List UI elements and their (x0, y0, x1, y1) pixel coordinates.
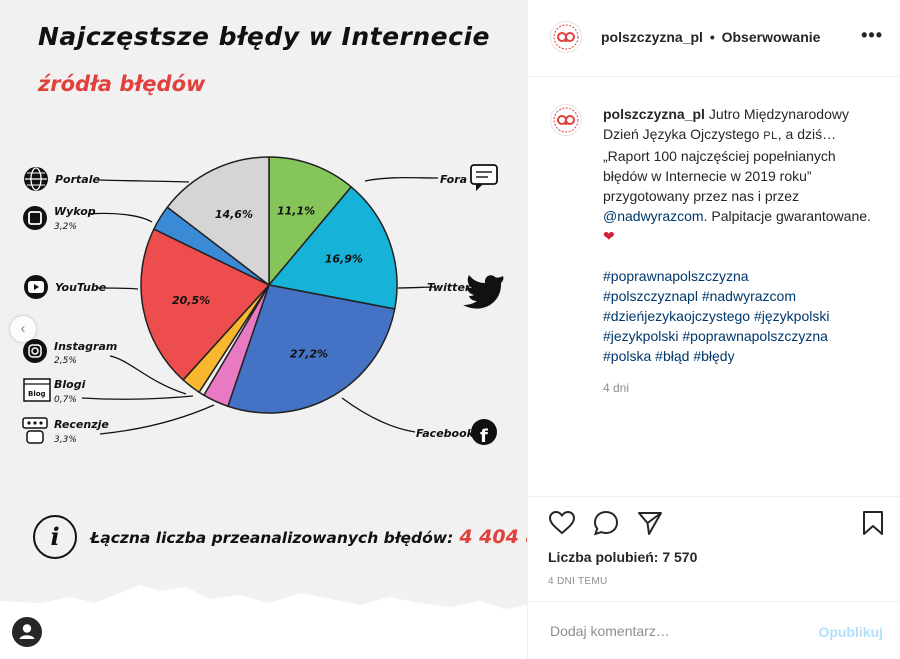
heart-icon[interactable] (548, 509, 576, 537)
hashtag-link[interactable]: #nadwyrazcom (701, 288, 796, 304)
bookmark-icon[interactable] (859, 509, 887, 537)
hashtag-link[interactable]: #błędy (693, 348, 735, 364)
separator-dot: • (709, 29, 715, 45)
legend-pct-blogi: 0,7% (54, 395, 77, 405)
pie-pct-label-fora: 11,1% (277, 204, 315, 217)
pie-pct-label-twitter: 16,9% (325, 252, 363, 265)
add-comment-area: Opublikuj (528, 601, 900, 659)
publish-button[interactable]: Opublikuj (818, 624, 883, 640)
hashtag-link[interactable]: #jezykpolski (603, 328, 679, 344)
hashtag-link[interactable]: #poprawnapolszczyzna (603, 268, 749, 284)
legend-label-blogi: Blogi (54, 378, 86, 391)
hashtag-link[interactable]: #dzieńjezykaojczystego (603, 308, 751, 324)
following-button[interactable]: Obserwowanie (721, 29, 821, 45)
review-icon (22, 417, 48, 444)
hashtag-link[interactable]: #błąd (655, 348, 690, 364)
likes-label: Liczba polubień: (548, 549, 659, 565)
post-actions: Liczba polubień: 7 570 4 DNI TEMU (528, 496, 900, 596)
total-errors-label: Łączna liczba przeanalizowanych błędów: (90, 529, 454, 547)
comments-section: polszczyzna_pl Jutro Międzynarodowy Dzień… (528, 77, 900, 497)
hashtag-list: #poprawnapolszczyzna #polszczyznapl #nad… (603, 266, 883, 366)
legend-label-facebook: Facebook (416, 427, 475, 440)
author-header: polszczyzna_pl • Obserwowanie (601, 29, 820, 45)
post-timestamp[interactable]: 4 DNI TEMU (548, 576, 608, 587)
legend-label-fora: Fora (440, 173, 467, 186)
post-caption: polszczyzna_pl Jutro Międzynarodowy Dzień… (603, 104, 883, 398)
svg-text:Blog: Blog (28, 390, 46, 398)
total-errors-value: 4 404 887. (459, 526, 527, 548)
share-icon[interactable] (636, 509, 664, 537)
author-username[interactable]: polszczyzna_pl (601, 29, 703, 45)
user-icon (19, 624, 35, 639)
pie-pct-label-facebook: 27,2% (290, 348, 328, 361)
hashtag-link[interactable]: #poprawnapolszczyzna (682, 328, 828, 344)
pie-slice-fora (268, 156, 352, 286)
pie-pct-label-portale: 14,6% (215, 208, 253, 221)
comment-input[interactable] (548, 622, 802, 640)
post-sidebar: polszczyzna_pl • Obserwowanie ••• polszc… (527, 0, 900, 659)
torn-paper-edge (0, 585, 527, 659)
caption-avatar[interactable] (550, 104, 582, 136)
hashtag-link[interactable]: #polska (603, 348, 652, 364)
infographic-title: Najczęstsze błędy w Internecie (38, 22, 490, 51)
info-icon: i (33, 515, 77, 559)
owl-logo-icon (553, 24, 579, 50)
likes-value: 7 570 (662, 549, 698, 565)
svg-text:f: f (480, 426, 488, 447)
legend-pct-instagram: 2,5% (54, 356, 77, 366)
caption-age: 4 dni (603, 381, 630, 395)
chat-icon (470, 164, 498, 191)
legend-label-twitter: Twitter (427, 281, 471, 294)
legend-pct-recenzje: 3,3% (54, 435, 77, 445)
twitter-icon (463, 275, 504, 309)
infographic-subtitle: źródła błędów (38, 72, 206, 96)
globe-icon (24, 167, 48, 191)
hashtag-link[interactable]: #językpolski (753, 308, 830, 324)
legend-pct-wykop: 3,2% (54, 222, 77, 232)
chevron-left-icon: ‹ (20, 320, 26, 337)
legend-label-wykop: Wykop (54, 205, 96, 218)
caption-text-1: Jutro Międzynarodowy Dzień Języka Ojczys… (603, 106, 849, 142)
instagram-icon (23, 339, 47, 363)
post-media[interactable]: Najczęstsze błędy w Internecie źródła bł… (0, 0, 527, 659)
heart-emoji: ❤ (603, 228, 615, 244)
youtube-icon (24, 275, 48, 299)
author-avatar[interactable] (550, 21, 582, 53)
previous-image-button[interactable]: ‹ (10, 316, 36, 342)
owl-logo-icon (553, 107, 579, 133)
caption-text-2: , a dziś… „Raport 100 najczęściej popełn… (603, 126, 837, 204)
mention-link[interactable]: @nadwyrazcom (603, 208, 704, 224)
caption-username[interactable]: polszczyzna_pl (603, 106, 705, 122)
pie-slice-portale (166, 156, 270, 286)
legend-label-recenzje: Recenzje (54, 418, 109, 431)
facebook-icon: f (471, 419, 497, 447)
legend-label-portale: Portale (55, 173, 100, 186)
total-errors: Łączna liczba przeanalizowanych błędów: 4… (90, 526, 527, 548)
caption-text-small: PL (763, 130, 778, 142)
legend-label-youtube: YouTube (55, 281, 107, 294)
legend-label-instagram: Instagram (54, 340, 117, 353)
blog-icon: Blog (23, 378, 51, 402)
pie-slice-twitter (268, 186, 398, 310)
pie-slice-facebook (227, 284, 396, 414)
hashtag-link[interactable]: #polszczyznapl (603, 288, 698, 304)
caption-text-3: . Palpitacje gwarantowane. (703, 208, 871, 224)
likes-count[interactable]: Liczba polubień: 7 570 (548, 549, 697, 565)
wykop-icon (23, 206, 47, 230)
pie-chart: 11,1% 16,9% 27,2% 20,5% 14,6% Blog (22, 156, 504, 447)
more-options-icon[interactable]: ••• (861, 25, 883, 45)
pie-pct-label-youtube: 20,5% (172, 294, 210, 307)
post-header: polszczyzna_pl • Obserwowanie ••• (528, 0, 900, 77)
comment-icon[interactable] (592, 509, 620, 537)
tagged-users-button[interactable] (12, 617, 42, 647)
pie-slice-youtube (140, 228, 270, 381)
